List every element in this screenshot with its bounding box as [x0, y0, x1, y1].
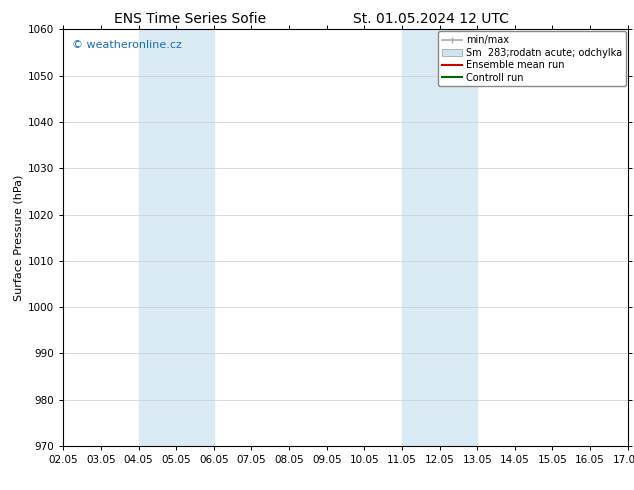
Text: ENS Time Series Sofie: ENS Time Series Sofie: [114, 12, 266, 26]
Text: St. 01.05.2024 12 UTC: St. 01.05.2024 12 UTC: [353, 12, 509, 26]
Y-axis label: Surface Pressure (hPa): Surface Pressure (hPa): [14, 174, 24, 301]
Legend: min/max, Sm  283;rodatn acute; odchylka, Ensemble mean run, Controll run: min/max, Sm 283;rodatn acute; odchylka, …: [439, 31, 626, 86]
Bar: [139, 29, 214, 446]
Text: © weatheronline.cz: © weatheronline.cz: [72, 40, 182, 50]
Bar: [402, 29, 477, 446]
